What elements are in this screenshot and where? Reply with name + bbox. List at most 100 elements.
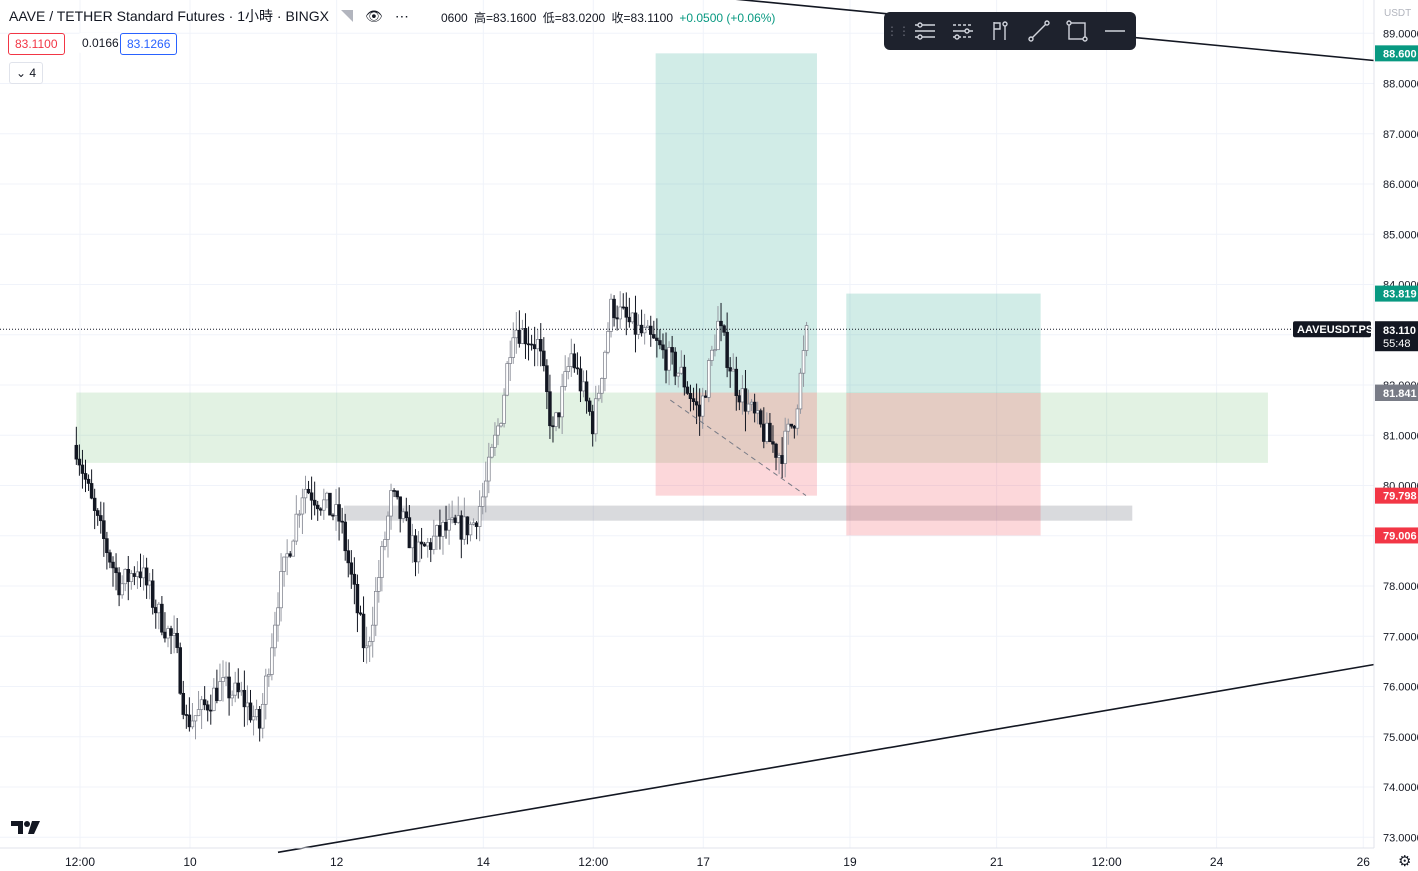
candle-body	[285, 553, 289, 558]
candle	[575, 352, 580, 375]
candle-body	[633, 312, 638, 335]
candle	[102, 502, 106, 557]
candle-body	[609, 298, 613, 332]
more-icon[interactable]: ⋯	[394, 7, 410, 24]
candle	[95, 508, 100, 526]
gray-zone[interactable]	[343, 505, 1133, 521]
tradingview-logo[interactable]	[10, 817, 42, 842]
chart-grid	[0, 0, 1374, 848]
candle	[621, 293, 626, 310]
long-position-2-stop-zone[interactable]	[846, 392, 1041, 536]
candle-body	[471, 522, 476, 525]
candle-body	[804, 325, 809, 351]
time-axis[interactable]: 12:00 10 12 14 12:00 17 19 21 12:00 24 26	[0, 847, 1374, 869]
gear-icon[interactable]: ⚙	[1398, 853, 1412, 870]
candle-body	[768, 422, 772, 443]
candle-body	[786, 423, 790, 432]
candle-body	[215, 687, 219, 701]
candle	[114, 553, 118, 591]
candle	[389, 483, 393, 530]
candle	[624, 292, 629, 336]
candle	[212, 678, 216, 712]
candle	[205, 700, 210, 722]
candle	[282, 556, 286, 587]
price-tick-label: 73.0000	[1383, 832, 1418, 844]
templates-button[interactable]	[906, 12, 944, 50]
candle	[129, 570, 134, 590]
price-tag-label: 83.819	[1383, 289, 1417, 301]
candle-body	[624, 306, 629, 318]
trend-line-lower[interactable]	[277, 663, 1379, 854]
candle-body	[710, 349, 714, 361]
tradingview-logo-icon	[11, 821, 40, 834]
candle-body	[545, 365, 549, 393]
candle-body	[196, 709, 201, 717]
candle	[166, 625, 170, 648]
candle-body	[438, 525, 442, 537]
sell-button[interactable]: 83.1100	[8, 33, 65, 55]
candle	[649, 315, 653, 347]
candle	[789, 423, 794, 429]
support-zone[interactable]	[76, 392, 1268, 463]
time-tick-label: 26	[1357, 855, 1371, 869]
candle	[523, 313, 528, 359]
candle-body	[154, 607, 158, 614]
candle-body	[282, 556, 286, 572]
price-tick-label: 81.0000	[1383, 430, 1418, 442]
candle-body	[496, 425, 500, 436]
candle	[416, 531, 421, 574]
candle	[725, 312, 729, 378]
line-style-button[interactable]	[1096, 12, 1134, 50]
flag-button[interactable]	[982, 12, 1020, 50]
candle-body	[798, 372, 803, 410]
buy-button[interactable]: 83.1266	[120, 33, 178, 55]
dashed-line[interactable]	[670, 399, 807, 496]
rectangle-button[interactable]	[1058, 12, 1096, 50]
indicators-toggle-button[interactable]: ⌄ 4	[9, 62, 44, 84]
candle-body	[80, 464, 85, 474]
candle-body	[600, 378, 604, 394]
symbol-label-background	[1293, 321, 1371, 338]
settings-button[interactable]	[944, 12, 982, 50]
candle-body	[361, 613, 366, 649]
drag-grip-icon[interactable]: ⋮⋮	[886, 24, 910, 38]
line-tool-button[interactable]	[1020, 12, 1058, 50]
candle-body	[572, 353, 577, 369]
candle	[432, 519, 436, 555]
ohlc-close: 收=83.1100	[611, 11, 674, 25]
candle-body	[389, 490, 393, 517]
eye-icon[interactable]: 👁	[365, 7, 383, 24]
long-position-2-target-zone[interactable]	[846, 293, 1041, 393]
candle	[645, 319, 650, 329]
candle	[386, 511, 390, 558]
candle-body	[542, 350, 546, 367]
candle-body	[490, 446, 494, 458]
candle	[655, 318, 659, 358]
flag-icon[interactable]	[341, 10, 354, 22]
candle-body	[578, 368, 583, 392]
candle-body	[535, 339, 540, 350]
time-tick-label: 21	[990, 855, 1004, 869]
candle	[248, 689, 253, 723]
candle-body	[374, 591, 378, 626]
symbol-title[interactable]: AAVE / TETHER Standard Futures · 1小時 · B…	[9, 8, 330, 24]
price-tag: 79.798	[1375, 487, 1418, 504]
long-position-1-target-zone[interactable]	[655, 53, 817, 393]
candle	[221, 660, 225, 702]
candle	[743, 370, 748, 432]
candle-body	[523, 328, 528, 345]
candle-body	[99, 515, 103, 522]
candle	[380, 541, 384, 592]
candle	[105, 531, 109, 570]
candle-body	[603, 351, 607, 379]
time-tick-label: 12:00	[1092, 855, 1122, 869]
chart-zones[interactable]	[76, 53, 1268, 536]
candle	[502, 388, 506, 428]
candle-body	[502, 394, 506, 424]
price-tag-background	[1375, 285, 1418, 302]
price-axis[interactable]: USDT 89.0000 88.0000 87.0000 86.0000 85.0000 8…	[1373, 0, 1418, 871]
candle	[783, 417, 787, 478]
candle-body	[655, 337, 659, 341]
candle-body	[737, 395, 742, 403]
